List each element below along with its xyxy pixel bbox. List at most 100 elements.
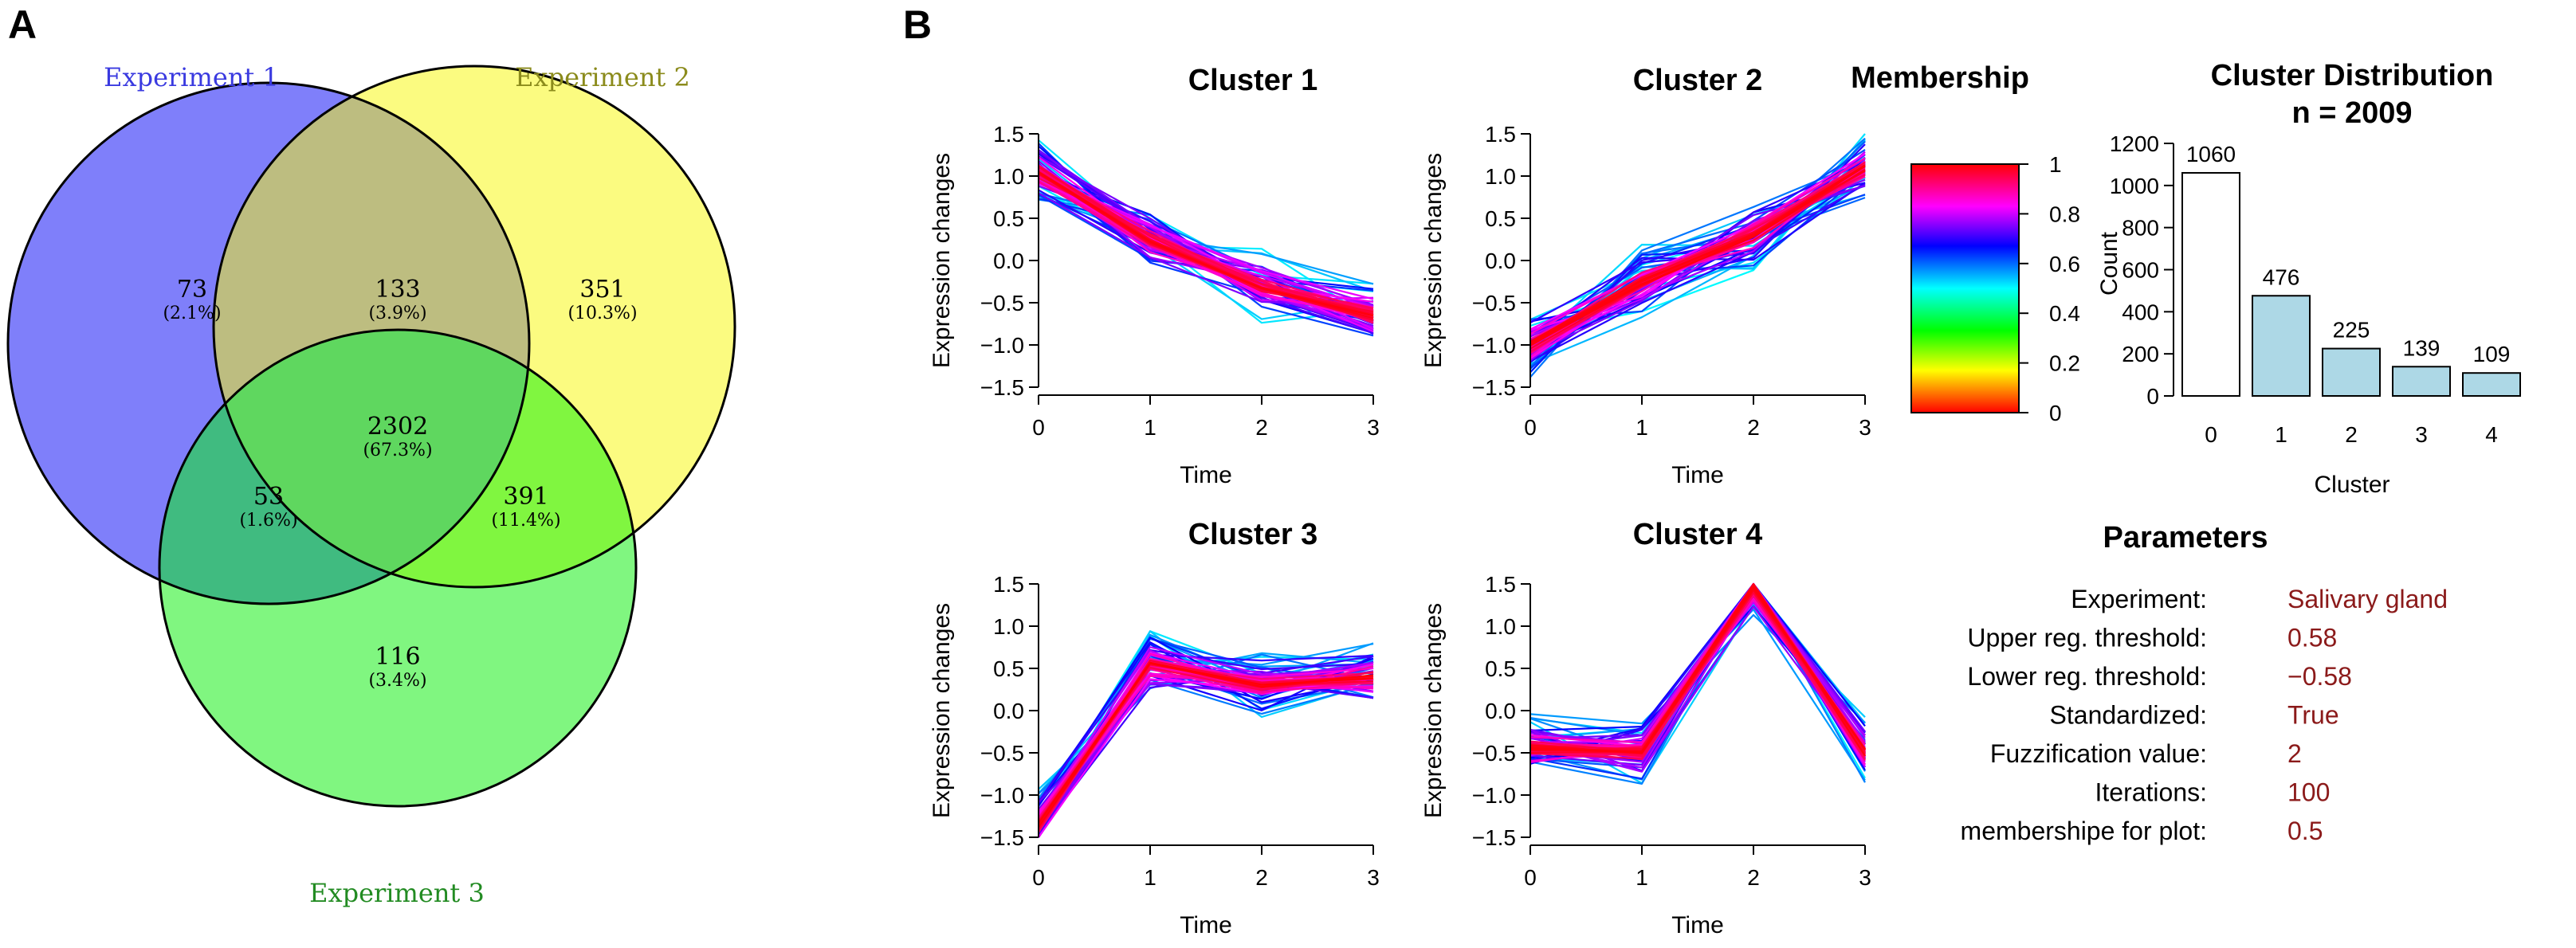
bar-value-label: 109 (2473, 342, 2511, 366)
cluster-ylabel: Expression changes (929, 153, 955, 368)
y-tick-label: 0.5 (1485, 656, 1516, 681)
cluster-xlabel: Time (1671, 462, 1724, 488)
membership-colorbar (1910, 163, 2020, 413)
parameter-label: Iterations: (2095, 778, 2207, 807)
y-tick-label: −1.5 (1472, 825, 1516, 850)
membership-tick-label: 1 (2049, 152, 2062, 177)
bar-y-tick-label: 1000 (2110, 174, 2159, 198)
y-tick-label: −1.0 (1472, 333, 1516, 358)
x-tick-label: 0 (1524, 865, 1537, 890)
membership-tick-label: 0 (2049, 401, 2062, 425)
y-tick-label: −1.0 (1472, 783, 1516, 808)
bar-value-label: 1060 (2186, 142, 2236, 166)
y-tick-label: −1.5 (980, 825, 1024, 850)
y-tick-label: 0.0 (993, 249, 1024, 273)
bar-cluster-0 (2181, 171, 2240, 397)
y-tick-label: 1.5 (1485, 122, 1516, 147)
venn-set-label-2: Experiment 2 (515, 62, 690, 92)
x-tick-label: 0 (1032, 415, 1045, 440)
x-tick-label: 0 (1032, 865, 1045, 890)
x-tick-label: 2 (1747, 415, 1760, 440)
cluster-2-line (1530, 148, 1866, 320)
x-tick-label: 2 (1255, 415, 1268, 440)
x-tick-label: 2 (1255, 865, 1268, 890)
parameter-value: −0.58 (2287, 662, 2352, 691)
y-tick-label: 1.0 (993, 614, 1024, 639)
y-tick-label: 1.0 (993, 164, 1024, 189)
cluster-lines-4 (1530, 582, 1866, 785)
y-tick-label: −0.5 (1472, 291, 1516, 315)
bar-value-label: 476 (2263, 264, 2300, 289)
bar-y-tick-label: 200 (2122, 342, 2159, 366)
cluster-plot-4: Cluster 4 −1.5 −1.0 −0.5 0.0 0.5 1.0 1.5 0 1 2 3 Tim… (1420, 518, 1871, 938)
venn-count-only-3: 116 (375, 643, 420, 671)
membership-tick-label: 0.4 (2049, 301, 2080, 326)
venn-diagram: Experiment 1 Experiment 2 Experiment 3 7… (6, 62, 736, 908)
y-tick-label: −0.5 (980, 741, 1024, 766)
cluster-ylabel: Expression changes (929, 603, 955, 818)
y-tick-label: 1.5 (993, 122, 1024, 147)
chart-xlabel: Cluster (2314, 472, 2389, 498)
cluster-plot-2: Cluster 2 −1.5 −1.0 −0.5 0.0 0.5 1.0 1.5 0 1 2 3 Tim… (1420, 64, 1871, 488)
parameter-label: Fuzzification value: (1990, 739, 2207, 768)
venn-pct-2-3: (11.4%) (491, 511, 560, 531)
membership-title: Membership (1851, 61, 2029, 95)
cluster-lines-1 (1038, 139, 1374, 337)
chart-ylabel: Count (2096, 231, 2122, 296)
x-tick-label: 1 (1636, 865, 1648, 890)
parameter-label: Upper reg. threshold: (1967, 624, 2207, 652)
x-tick-label: 3 (1859, 865, 1871, 890)
bar-value-label: 139 (2403, 335, 2441, 360)
venn-pct-only-1: (2.1%) (163, 304, 221, 323)
y-tick-label: 0.5 (993, 656, 1024, 681)
bar-cluster-3 (2392, 366, 2451, 397)
bar-x-tick-label: 2 (2345, 422, 2358, 447)
parameters-panel: Parameters Experiment: Salivary gland Uppe… (1961, 521, 2448, 845)
bar-cluster-1 (2252, 295, 2311, 397)
y-tick-label: 0.5 (1485, 206, 1516, 231)
bar-cluster-2 (2322, 347, 2381, 397)
cluster-plot-3: Cluster 3 −1.5 −1.0 −0.5 0.0 0.5 1.0 1.5 0 1 2 3 Tim… (929, 518, 1380, 938)
cluster-plots: Cluster 1 −1.5 −1.0 −0.5 0.0 0.5 1.0 1.5 0 1 2 3 Tim… (929, 64, 1871, 938)
bar-x-tick-label: 3 (2415, 422, 2428, 447)
cluster-title-2: Cluster 2 (1633, 64, 1763, 97)
cluster-xlabel: Time (1180, 462, 1232, 488)
y-tick-label: 1.0 (1485, 164, 1516, 189)
y-tick-label: 0.5 (993, 206, 1024, 231)
cluster-1-line (1038, 170, 1374, 317)
cluster-xlabel: Time (1671, 912, 1724, 938)
cluster-distribution-chart: Cluster Distribution n = 2009 Cluster Co… (2096, 59, 2521, 498)
venn-pct-1-3: (1.6%) (239, 511, 297, 531)
parameter-value: True (2287, 701, 2339, 730)
cluster-4-line (1530, 586, 1866, 754)
x-tick-label: 3 (1367, 415, 1380, 440)
x-tick-label: 0 (1524, 415, 1537, 440)
membership-legend: Membership 0 0.2 0.4 0.6 0.8 1 (1851, 61, 2080, 425)
venn-outline-1 (6, 81, 531, 605)
x-tick-label: 1 (1144, 865, 1156, 890)
y-tick-label: −1.0 (980, 783, 1024, 808)
venn-count-2-3: 391 (503, 483, 548, 511)
cluster-title-4: Cluster 4 (1633, 518, 1763, 551)
bar-x-tick-label: 1 (2275, 422, 2287, 447)
y-tick-label: −0.5 (1472, 741, 1516, 766)
venn-set-label-3: Experiment 3 (309, 878, 485, 908)
venn-count-1-3: 53 (253, 483, 284, 511)
y-tick-label: 0.0 (993, 699, 1024, 723)
y-tick-label: 0.0 (1485, 699, 1516, 723)
bar-x-tick-label: 4 (2485, 422, 2498, 447)
x-tick-label: 3 (1367, 865, 1380, 890)
y-tick-label: 0.0 (1485, 249, 1516, 273)
chart-title: Cluster Distribution (2211, 59, 2494, 92)
cluster-lines-3 (1038, 630, 1374, 838)
venn-count-1-2: 133 (375, 276, 420, 304)
x-tick-label: 3 (1859, 415, 1871, 440)
venn-pct-only-3: (3.4%) (368, 671, 426, 691)
bar-y-tick-label: 0 (2146, 384, 2159, 409)
bar-y-tick-label: 1200 (2110, 131, 2159, 156)
cluster-title-1: Cluster 1 (1188, 64, 1318, 97)
parameter-label: Lower reg. threshold: (1967, 662, 2207, 691)
parameter-label: membershipe for plot: (1961, 817, 2207, 845)
parameter-label: Standardized: (2050, 701, 2207, 730)
